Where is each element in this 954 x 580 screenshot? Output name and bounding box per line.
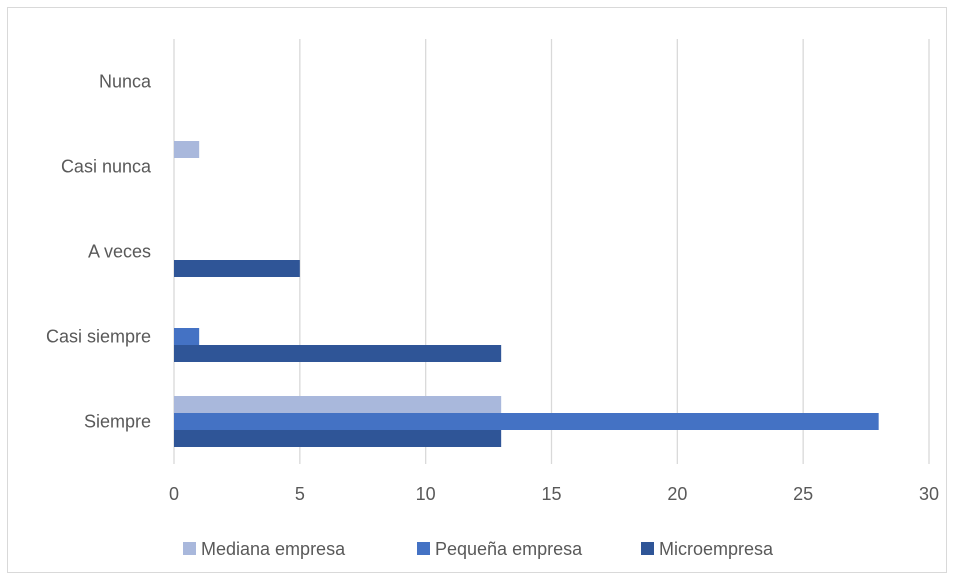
- legend-label: Pequeña empresa: [435, 539, 583, 559]
- gridlines: [173, 39, 930, 464]
- x-tick-label: 30: [919, 484, 939, 504]
- chart-frame: [7, 7, 947, 573]
- bar: [174, 328, 200, 345]
- legend: Mediana empresa Pequeña empresa Microempre…: [183, 539, 774, 559]
- legend-swatch: [641, 542, 654, 555]
- x-tick-label: 20: [667, 484, 687, 504]
- legend-label: Microempresa: [659, 539, 774, 559]
- category-label: Nunca: [99, 72, 152, 92]
- bars: [174, 141, 879, 447]
- category-labels: Siempre Casi siempre A veces Casi nunca Nunc…: [46, 72, 152, 432]
- bar: [174, 396, 502, 413]
- x-tick-label: 25: [793, 484, 813, 504]
- bar: [174, 260, 300, 277]
- legend-label: Mediana empresa: [201, 539, 346, 559]
- legend-swatch: [417, 542, 430, 555]
- x-tick-label: 15: [541, 484, 561, 504]
- category-label: Casi siempre: [46, 327, 151, 347]
- x-tick-label: 0: [169, 484, 179, 504]
- legend-swatch: [183, 542, 196, 555]
- bar: [174, 141, 200, 158]
- bar: [174, 413, 879, 430]
- x-tick-label: 5: [295, 484, 305, 504]
- category-label: Casi nunca: [61, 157, 152, 177]
- x-axis-ticks: 0 5 10 15 20 25 30: [169, 484, 939, 504]
- category-label: Siempre: [84, 412, 151, 432]
- x-tick-label: 10: [416, 484, 436, 504]
- bar: [174, 430, 502, 447]
- bar: [174, 345, 502, 362]
- category-label: A veces: [88, 242, 151, 262]
